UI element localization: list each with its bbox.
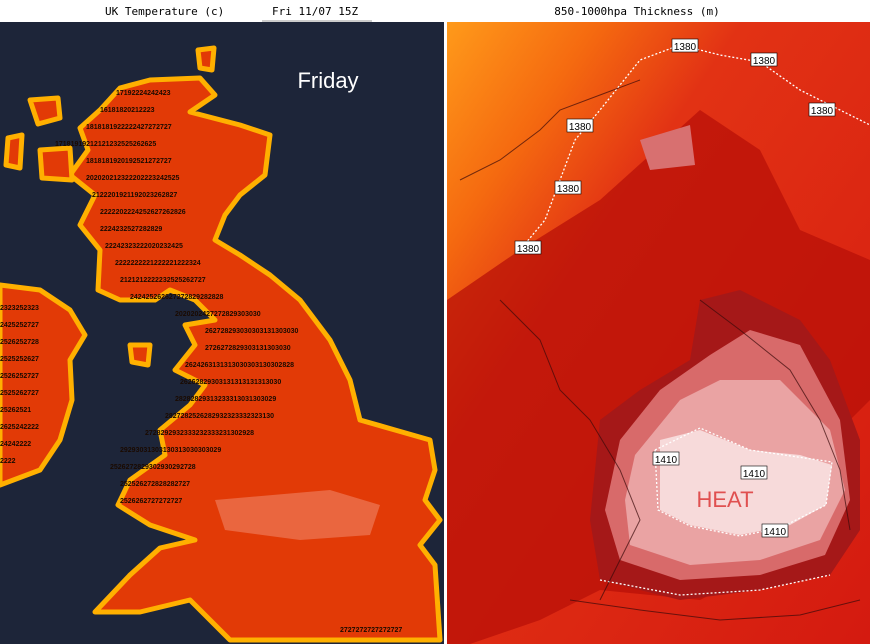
contour-1380: [519, 44, 870, 251]
warm-pocket: [640, 125, 695, 170]
contour-label-box: [652, 451, 680, 466]
contour-1410: [654, 427, 833, 537]
temperature-row: 29293031303130313030303029: [120, 447, 221, 454]
temperature-map: 17192224242423 16181820212223 181818192222…: [0, 22, 444, 644]
contour-label: 1380: [753, 56, 776, 67]
contour-label: 1410: [764, 527, 787, 538]
contour-label: 1380: [811, 106, 834, 117]
temperature-row: 2020202427272829303030: [175, 311, 261, 318]
thickness-map: 1380 1380 1380 1380 1380 1380 1410 1410 1410 HEA…: [447, 22, 870, 644]
temperature-row: 2625242222: [0, 424, 39, 431]
ireland: [0, 282, 88, 488]
temperature-row: 2222: [0, 458, 16, 465]
contour-label: 1380: [517, 244, 540, 255]
contour-label-box: [761, 523, 789, 538]
temperature-row: 24242222: [0, 441, 31, 448]
temperature-grid: 17192224242423 16181820212223 181818192222…: [0, 90, 402, 634]
contour-label: 1380: [569, 122, 592, 133]
temperature-row: 2224232527282829: [100, 226, 162, 233]
temperature-row: 2726272829303131303030: [205, 345, 291, 352]
temperature-row: 1818181922222427272727: [86, 124, 172, 131]
temperature-row: 2222222221222221222324: [115, 260, 201, 267]
timestamp: Fri 11/07 15Z: [272, 5, 358, 18]
temperature-row: 2624263131313030303130302828: [185, 362, 294, 369]
contour-label-box: [750, 52, 778, 67]
island: [27, 95, 63, 127]
contour-label-box: [554, 180, 582, 195]
coast: [699, 299, 851, 531]
coast: [459, 79, 641, 181]
island: [195, 45, 217, 73]
temperature-row: 17181919212121232525262625: [55, 141, 156, 148]
temperature-row: 2222202224252627262826: [100, 209, 186, 216]
temperature-row: 242425262627272829282828: [130, 294, 224, 301]
coast: [569, 599, 861, 621]
temperature-row: 2526272829302930292728: [110, 464, 196, 471]
temperature-row: 26262829303131313131313030: [180, 379, 281, 386]
temperature-row: 2526252728: [0, 339, 39, 346]
temperature-row: 202020212322202223242525: [86, 175, 180, 182]
contour-label-box: [808, 102, 836, 117]
contour-label-box: [671, 38, 699, 53]
isle-of-man: [127, 342, 153, 368]
temperature-row: 2323252323: [0, 305, 39, 312]
temperature-row: 2727272727272727: [340, 627, 402, 634]
temperature-row: 22242323222020232425: [105, 243, 183, 250]
temperature-row: 2525262727: [0, 390, 39, 397]
divider: [444, 22, 447, 644]
temperature-row: 262728293030303131303030: [205, 328, 299, 335]
contour-label: 1380: [557, 184, 580, 195]
temperature-row: 2526262727272727: [120, 498, 182, 505]
contour-labels: 1380 1380 1380 1380 1380 1380 1410 1410 1410: [514, 38, 836, 538]
temperature-row: 2827282526282932323332323130: [165, 413, 274, 420]
temperature-row: 2728292932333232333231302928: [145, 430, 254, 437]
temperature-row: 17192224242423: [116, 90, 171, 97]
contour-label-box: [514, 240, 542, 255]
contours: [519, 44, 870, 596]
day-label: Friday: [297, 68, 358, 93]
temperature-row: 2122201921192023262827: [92, 192, 177, 199]
temperature-row: 2121212222232525262727: [120, 277, 206, 284]
contour-label-box: [740, 465, 768, 480]
contour-label: 1410: [743, 469, 766, 480]
hot-core: [215, 490, 380, 540]
header: [0, 0, 870, 22]
temperature-row: 2525252627: [0, 356, 39, 363]
right-title: 850-1000hpa Thickness (m): [554, 5, 720, 18]
temperature-row: 2526252727: [0, 373, 39, 380]
temperature-row: 25262521: [0, 407, 31, 414]
contour-label: 1380: [674, 42, 697, 53]
contour-label: 1410: [655, 455, 678, 466]
temperature-row: 16181820212223: [100, 107, 155, 114]
coast: [499, 299, 641, 601]
island: [37, 145, 75, 183]
contour-outer: [599, 574, 831, 596]
coastlines: [459, 79, 861, 621]
contour-label-box: [566, 118, 594, 133]
island: [3, 132, 25, 171]
left-title: UK Temperature (c): [105, 5, 224, 18]
heat-annotation: HEAT: [696, 487, 753, 512]
temperature-row: 28282829313233313031303029: [175, 396, 276, 403]
temperature-row: 1818181920192521272727: [86, 158, 172, 165]
temperature-row: 252526272828282727: [120, 481, 190, 488]
temperature-row: 2425252727: [0, 322, 39, 329]
